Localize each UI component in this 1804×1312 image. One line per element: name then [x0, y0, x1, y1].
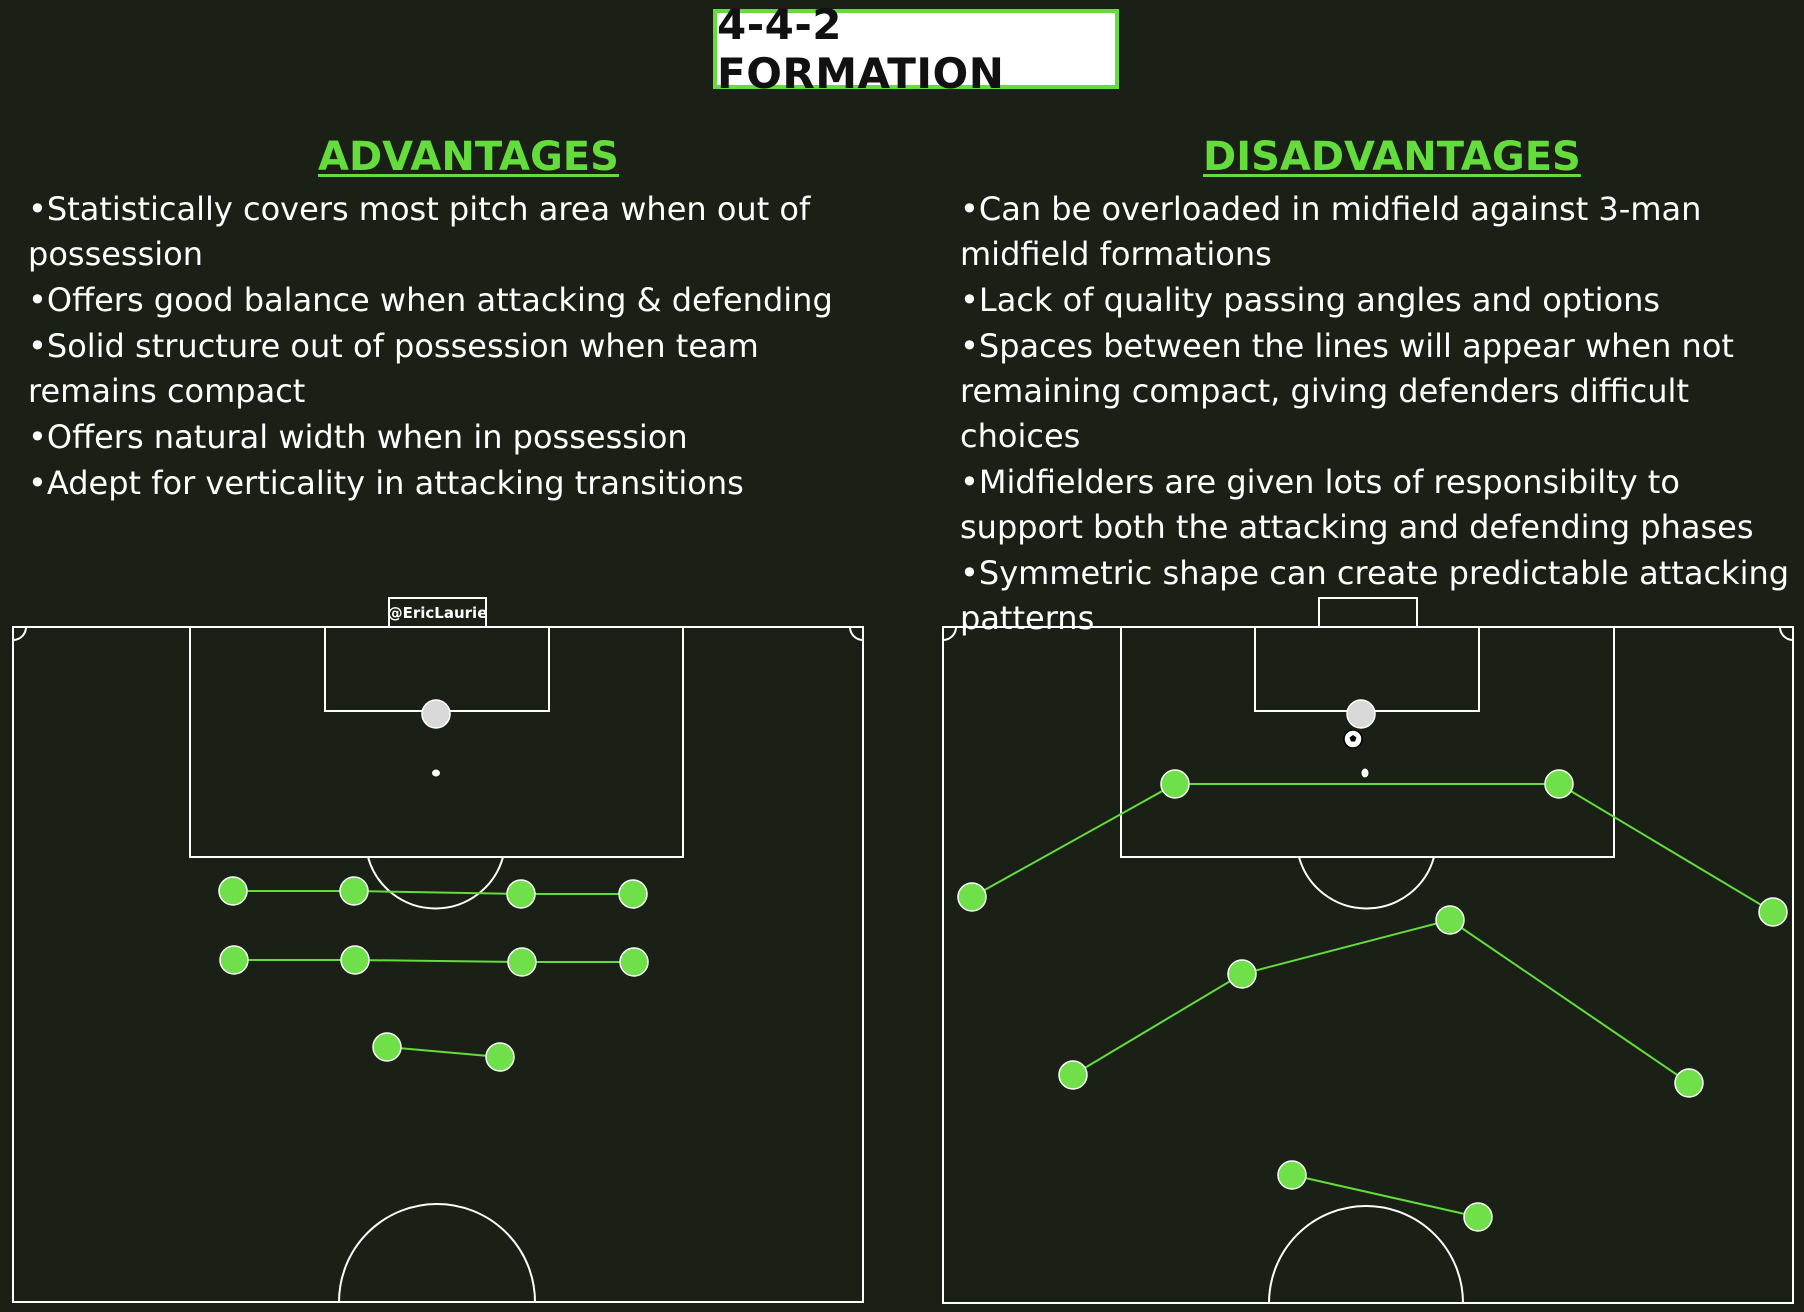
- left-formation-links: [233, 890, 634, 1058]
- list-item: •Midfielders are given lots of responsib…: [960, 463, 1754, 546]
- penalty-spot: [1361, 768, 1369, 778]
- watermark-text: @EricLaurie: [388, 604, 488, 622]
- right-formation-links: [971, 783, 1774, 1218]
- list-item: •Adept for verticality in attacking tran…: [28, 464, 744, 502]
- player-marker: [507, 947, 537, 977]
- advantages-heading: ADVANTAGES: [318, 134, 619, 180]
- player-marker: [1758, 897, 1788, 927]
- player-marker: [1277, 1160, 1307, 1190]
- left-players: [218, 699, 649, 1072]
- penalty-arc: [1298, 856, 1435, 910]
- goalkeeper-marker: [1346, 699, 1376, 729]
- corner-arc: [12, 626, 27, 641]
- watermark-box: @EricLaurie: [388, 597, 488, 628]
- soccer-ball-icon: [1343, 729, 1363, 749]
- player-marker: [485, 1042, 515, 1072]
- player-marker: [1435, 905, 1465, 935]
- player-marker: [372, 1032, 402, 1062]
- player-marker: [1227, 959, 1257, 989]
- six-yard-box: [324, 626, 550, 712]
- disadvantages-heading: DISADVANTAGES: [1203, 134, 1581, 180]
- player-marker: [1058, 1060, 1088, 1090]
- player-marker: [957, 882, 987, 912]
- list-item: •Offers natural width when in possession: [28, 418, 688, 456]
- player-marker: [339, 876, 369, 906]
- player-marker: [1674, 1068, 1704, 1098]
- right-players: [957, 699, 1788, 1232]
- player-marker: [340, 945, 370, 975]
- list-item: •Offers good balance when attacking & de…: [28, 281, 833, 319]
- disadvantages-list: •Can be overloaded in midfield against 3…: [960, 187, 1790, 642]
- corner-arc: [849, 626, 864, 641]
- list-item: •Lack of quality passing angles and opti…: [960, 281, 1661, 319]
- player-marker: [506, 879, 536, 909]
- list-item: •Statistically covers most pitch area wh…: [28, 190, 811, 273]
- penalty-spot: [432, 769, 440, 777]
- left-pitch: [12, 626, 864, 1303]
- list-item: •Solid structure out of possession when …: [28, 327, 759, 410]
- penalty-arc: [367, 856, 504, 910]
- pitch-boundary: [12, 626, 864, 1303]
- advantages-list: •Statistically covers most pitch area wh…: [28, 187, 878, 507]
- list-item: •Can be overloaded in midfield against 3…: [960, 190, 1702, 273]
- player-marker: [218, 876, 248, 906]
- centre-circle-arc: [338, 1203, 536, 1303]
- player-marker: [1160, 769, 1190, 799]
- goalkeeper-marker: [421, 699, 451, 729]
- penalty-area: [1120, 626, 1615, 858]
- page-title: 4-4-2 FORMATION: [713, 0, 1119, 98]
- pitch-boundary: [942, 626, 1794, 1304]
- player-marker: [619, 947, 649, 977]
- centre-circle-arc: [1268, 1205, 1464, 1304]
- list-item: •Symmetric shape can create predictable …: [960, 554, 1790, 637]
- penalty-area: [189, 626, 684, 858]
- player-marker: [219, 945, 249, 975]
- right-pitch: [942, 597, 1794, 1304]
- list-item: •Spaces between the lines will appear wh…: [960, 327, 1734, 455]
- player-marker: [1544, 769, 1574, 799]
- corner-arc: [942, 626, 957, 641]
- player-marker: [618, 879, 648, 909]
- player-marker: [1463, 1202, 1493, 1232]
